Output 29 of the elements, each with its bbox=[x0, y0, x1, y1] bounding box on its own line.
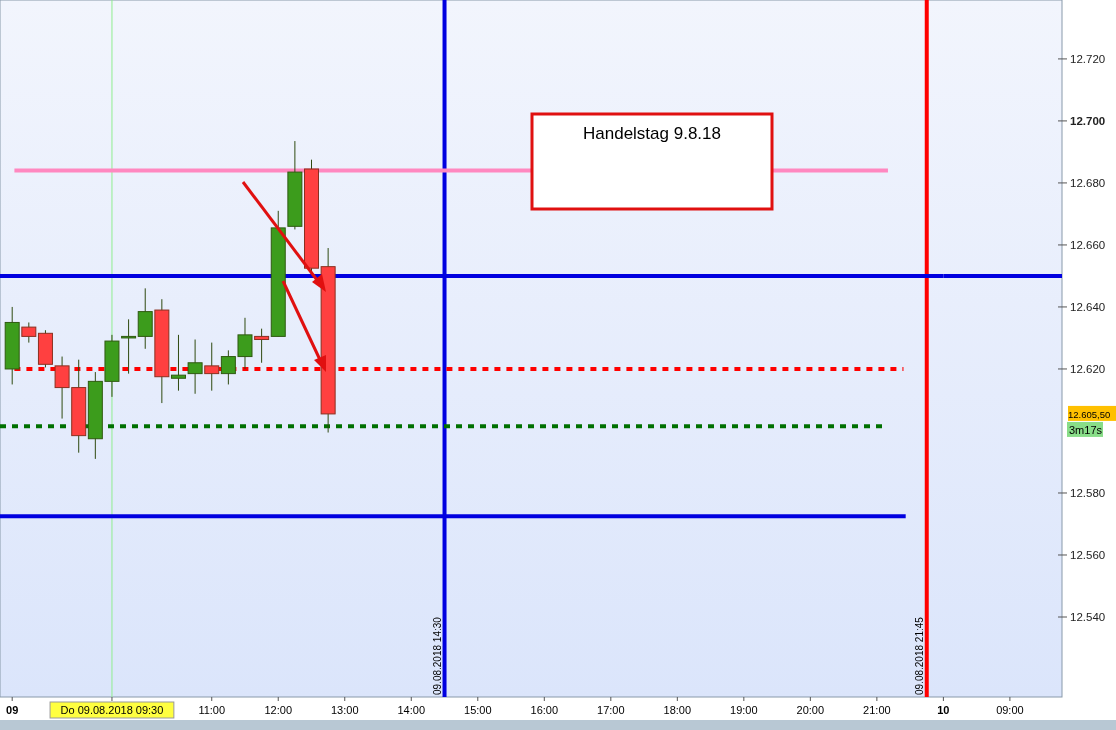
x-tick-label: 21:00 bbox=[863, 704, 891, 716]
x-tick-label: 09 bbox=[6, 704, 19, 716]
ref-line-label: 09.08.2018 14:30 bbox=[431, 616, 443, 695]
y-tick-label: 12.680 bbox=[1070, 176, 1106, 189]
x-tick-label: 20:00 bbox=[796, 704, 825, 716]
x-tick-label: 15:00 bbox=[464, 704, 492, 716]
x-tick-label: Do 09.08.2018 09:30 bbox=[60, 704, 164, 716]
x-tick-label: 09:00 bbox=[996, 704, 1024, 716]
x-tick-label: 11:00 bbox=[198, 704, 226, 716]
x-tick-label: 17:00 bbox=[597, 704, 625, 716]
y-tick-label: 12.540 bbox=[1070, 611, 1106, 624]
text: 12.605,50 bbox=[1068, 408, 1111, 420]
x-tick-label: 14:00 bbox=[397, 704, 426, 716]
x-tick-label: 18:00 bbox=[663, 704, 692, 716]
x-tick-label: 16:00 bbox=[530, 704, 559, 716]
x-tick-label: 12:00 bbox=[264, 704, 293, 716]
y-tick-label: 12.640 bbox=[1070, 300, 1106, 313]
y-tick-label: 12.560 bbox=[1070, 549, 1106, 561]
text: 3m17s bbox=[1069, 423, 1103, 436]
x-tick-label: 10 bbox=[937, 704, 950, 716]
x-tick-label: 19:00 bbox=[730, 704, 758, 716]
x-tick-label: 13:00 bbox=[331, 704, 359, 716]
y-tick-label: 12.580 bbox=[1070, 486, 1106, 499]
y-tick-label: 12.700 bbox=[1070, 114, 1106, 127]
y-tick-label: 12.620 bbox=[1070, 362, 1106, 375]
y-tick-label: 12.720 bbox=[1070, 52, 1106, 65]
ref-line-label: 09.08.2018 21:45 bbox=[913, 616, 925, 695]
y-tick-label: 12.660 bbox=[1070, 238, 1106, 251]
annotation: Handelstag 9.8.18 bbox=[583, 124, 721, 143]
